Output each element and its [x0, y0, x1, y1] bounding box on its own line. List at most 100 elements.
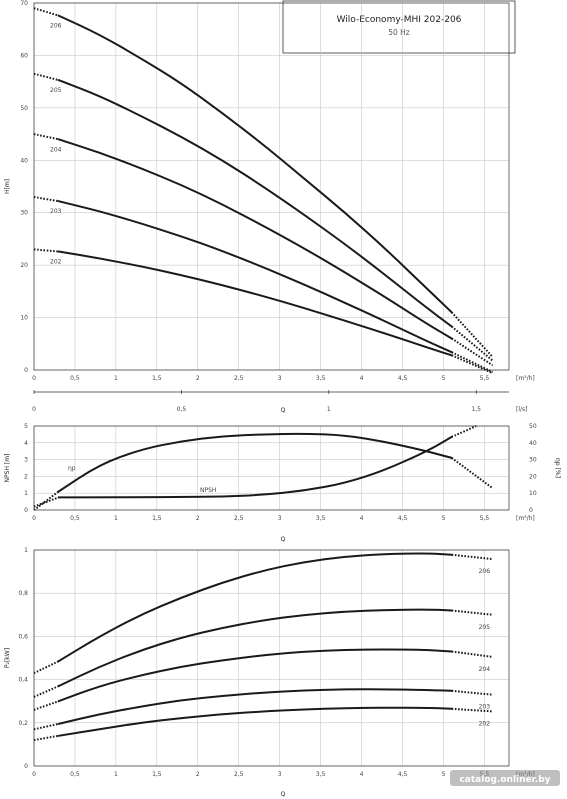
x-unit-label: [m³/h]: [516, 515, 535, 522]
plot-frame: [33, 549, 510, 767]
x-tick-label: 3: [278, 771, 282, 778]
series-head-203-line: [57, 200, 453, 354]
series-head-202-ext-start: [33, 248, 59, 253]
series-label: 204: [50, 146, 62, 153]
y-right-tick-label: 40: [529, 440, 537, 447]
y-right-tick-label: 0: [529, 507, 533, 514]
x-tick-label: 1,5: [152, 375, 162, 382]
y-tick-label: 0,6: [18, 633, 28, 640]
series-head-205-line: [57, 79, 453, 328]
series-npsh-efficiency-ηp-ext-end: [451, 457, 494, 490]
y-tick-label: 70: [20, 0, 28, 7]
series-head-204-ext-start: [33, 133, 59, 141]
series-label: 202: [479, 720, 491, 727]
series-power-203-ext-end: [451, 689, 493, 696]
series-power-203-ext-start: [33, 722, 59, 731]
x-tick-label: 3: [278, 515, 282, 522]
x-tick-label: 3,5: [316, 375, 326, 382]
series-head-203-ext-start: [33, 196, 59, 203]
x2-tick-label: 1: [327, 406, 331, 413]
series-label: 205: [50, 87, 62, 94]
series-power-205-line: [57, 608, 453, 688]
y-right-tick-label: 50: [529, 423, 537, 430]
series-label: ηp: [68, 465, 76, 472]
series-npsh-efficiency-NPSH-ext-start: [33, 496, 59, 508]
x2-unit-label: [l/s]: [516, 406, 528, 413]
series-label: 204: [479, 666, 491, 673]
x-tick-label: 2,5: [234, 771, 244, 778]
x2-tick-label: 1,5: [471, 406, 481, 413]
plot-frame: [33, 2, 510, 371]
x-tick-label: 5: [442, 771, 446, 778]
x-tick-label: 0: [32, 375, 36, 382]
series-power-202-line: [57, 706, 453, 737]
y-tick-label: 0: [24, 507, 28, 514]
x-tick-label: 5,5: [480, 515, 490, 522]
x-tick-label: 0: [32, 515, 36, 522]
chart-title: Wilo-Economy-MHI 202-206: [337, 15, 462, 25]
x-tick-label: 3,5: [316, 515, 326, 522]
x-tick-label: 1: [114, 375, 118, 382]
y-axis-label: P₂[kW]: [4, 648, 11, 668]
series-power-206-line: [57, 552, 453, 663]
watermark-text: catalog.onliner.by: [459, 775, 550, 785]
x-tick-label: 2,5: [234, 515, 244, 522]
x-tick-label: 4: [360, 515, 364, 522]
x-tick-label: 4: [360, 375, 364, 382]
series-head-205-ext-start: [33, 72, 59, 82]
y-axis-label: H[m]: [4, 179, 11, 194]
y-tick-label: 60: [20, 52, 28, 59]
watermark-box: [450, 770, 560, 786]
series-power-202-ext-start: [33, 734, 59, 742]
x-tick-label: 5: [442, 375, 446, 382]
series-head-202-ext-end: [451, 354, 493, 375]
y-tick-label: 0,8: [18, 590, 28, 597]
x-tick-label: 5: [442, 515, 446, 522]
series-head-206-ext-end: [450, 311, 494, 358]
series-label: 203: [479, 704, 491, 711]
series-power-204-line: [57, 648, 453, 703]
y-tick-label: 1: [24, 547, 28, 554]
x-tick-label: 4: [360, 771, 364, 778]
y-tick-label: 1: [24, 490, 28, 497]
series-power-204-ext-end: [451, 650, 493, 658]
series-npsh-efficiency-ηp-ext-start: [33, 490, 60, 511]
x-tick-label: 1,5: [152, 771, 162, 778]
y-tick-label: 0: [24, 367, 28, 374]
x-tick-label: 0: [32, 771, 36, 778]
series-head-204-line: [57, 138, 453, 340]
y-tick-label: 20: [20, 262, 28, 269]
series-power-204-ext-start: [33, 700, 59, 711]
series-power-205-ext-start: [33, 685, 60, 698]
x-tick-label: 2,5: [234, 375, 244, 382]
series-npsh-efficiency-ηp-line: [57, 432, 453, 493]
series-label: 203: [50, 208, 62, 215]
y-tick-label: 50: [20, 105, 28, 112]
series-power-205-ext-end: [451, 609, 493, 616]
y-tick-label: 3: [24, 457, 28, 464]
series-label: NPSH: [200, 487, 216, 494]
y-axis-label: NPSH [m]: [4, 454, 11, 483]
series-head-205-ext-end: [451, 325, 494, 362]
series-label: 202: [50, 259, 62, 266]
x-tick-label: 3,5: [316, 771, 326, 778]
y-tick-label: 2: [24, 473, 28, 480]
x-tick-label: 1: [114, 771, 118, 778]
series-head-204-ext-end: [451, 337, 494, 367]
series-npsh-efficiency-NPSH-line: [57, 435, 453, 499]
x-tick-label: 3: [278, 375, 282, 382]
y-right-tick-label: 20: [529, 473, 537, 480]
series-head-202-line: [57, 250, 453, 357]
x-tick-label: 0,5: [70, 375, 80, 382]
y-tick-label: 30: [20, 210, 28, 217]
y-tick-label: 0: [24, 763, 28, 770]
series-head-203-ext-end: [451, 351, 494, 373]
y-right-tick-label: 30: [529, 457, 537, 464]
x-tick-label: 4,5: [398, 515, 408, 522]
x2-tick-label: 0: [32, 406, 36, 413]
x-tick-label: 0,5: [70, 515, 80, 522]
x-tick-label: 2: [196, 771, 200, 778]
x-axis-label: Q: [281, 407, 286, 414]
series-power-203-line: [57, 688, 453, 725]
